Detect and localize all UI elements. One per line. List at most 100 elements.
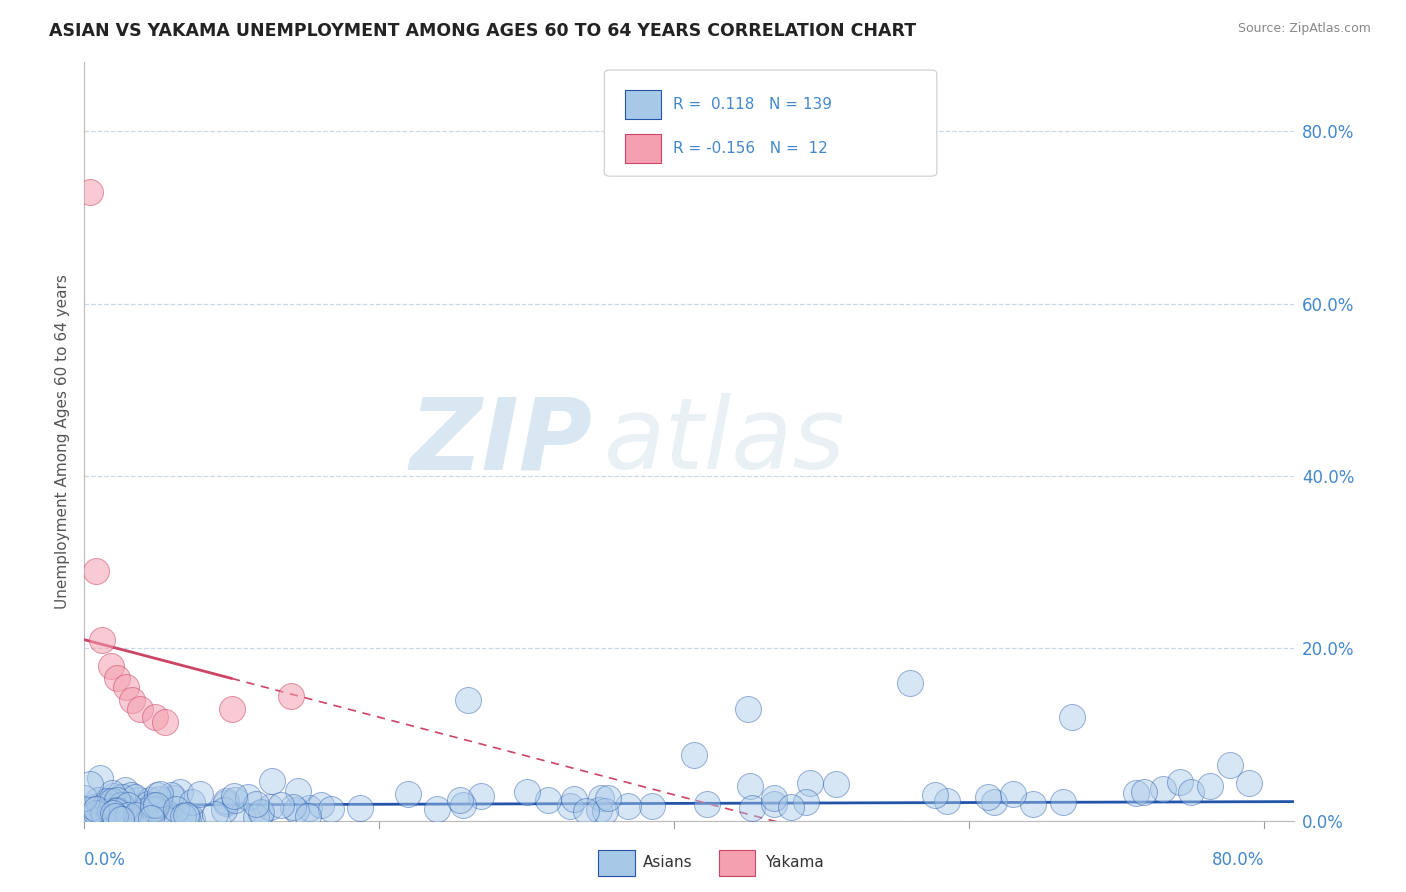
Point bbox=[936, 794, 959, 808]
Point bbox=[136, 797, 159, 812]
Point bbox=[1239, 775, 1261, 789]
Point bbox=[451, 798, 474, 813]
Point bbox=[93, 805, 115, 819]
Point bbox=[215, 794, 238, 808]
Point bbox=[799, 776, 821, 790]
Point bbox=[138, 793, 160, 807]
Point bbox=[696, 797, 718, 812]
Point bbox=[111, 807, 134, 822]
Point bbox=[84, 805, 107, 820]
Point bbox=[118, 810, 141, 824]
Point bbox=[117, 798, 139, 813]
Point bbox=[924, 788, 946, 802]
Y-axis label: Unemployment Among Ages 60 to 64 years: Unemployment Among Ages 60 to 64 years bbox=[55, 274, 70, 609]
Point bbox=[562, 792, 585, 806]
Text: 0.0%: 0.0% bbox=[84, 851, 127, 869]
Point bbox=[280, 689, 302, 703]
Point bbox=[114, 783, 136, 797]
Point bbox=[148, 792, 170, 806]
Point bbox=[110, 812, 132, 826]
Point bbox=[176, 809, 198, 823]
Point bbox=[245, 809, 267, 823]
Point bbox=[260, 774, 283, 789]
Point bbox=[1168, 774, 1191, 789]
Point bbox=[153, 811, 176, 825]
Point bbox=[1219, 758, 1241, 772]
Point bbox=[224, 793, 246, 807]
Point bbox=[283, 800, 305, 814]
Point bbox=[96, 795, 118, 809]
Point bbox=[87, 793, 110, 807]
Point bbox=[73, 791, 96, 805]
Point bbox=[108, 811, 131, 825]
Point bbox=[105, 672, 128, 686]
Point bbox=[231, 807, 253, 822]
Point bbox=[825, 777, 848, 791]
Point bbox=[101, 786, 124, 800]
Point bbox=[89, 772, 111, 786]
Point bbox=[737, 701, 759, 715]
Point bbox=[141, 798, 163, 813]
Point bbox=[104, 805, 127, 819]
Point bbox=[977, 789, 1000, 804]
Point bbox=[104, 809, 127, 823]
Point bbox=[245, 797, 267, 811]
Point bbox=[215, 796, 238, 810]
Point bbox=[1002, 787, 1025, 801]
Point bbox=[221, 701, 243, 715]
Point bbox=[98, 804, 121, 818]
Point bbox=[142, 798, 165, 813]
Point bbox=[155, 805, 177, 820]
Point bbox=[79, 185, 101, 199]
Bar bbox=[720, 850, 755, 876]
Point bbox=[112, 803, 135, 817]
Point bbox=[426, 802, 449, 816]
Bar bbox=[599, 850, 634, 876]
Point bbox=[117, 806, 139, 821]
Point bbox=[683, 748, 706, 763]
Point bbox=[738, 779, 761, 793]
Point bbox=[93, 808, 115, 822]
Point bbox=[172, 809, 194, 823]
Point bbox=[298, 801, 321, 815]
Point bbox=[396, 787, 419, 801]
Point bbox=[77, 810, 100, 824]
Point bbox=[598, 790, 620, 805]
Point bbox=[165, 802, 187, 816]
Point bbox=[457, 693, 479, 707]
Point bbox=[1062, 710, 1084, 724]
Text: Yakama: Yakama bbox=[765, 855, 824, 870]
Text: ZIP: ZIP bbox=[409, 393, 592, 490]
Point bbox=[82, 800, 104, 814]
Point bbox=[249, 805, 271, 819]
Point bbox=[159, 788, 181, 802]
Point bbox=[204, 807, 226, 822]
Point bbox=[103, 805, 125, 820]
Point bbox=[1133, 785, 1156, 799]
Point bbox=[983, 795, 1005, 809]
Point bbox=[100, 800, 122, 814]
Point bbox=[79, 777, 101, 791]
Point bbox=[450, 793, 472, 807]
Point bbox=[110, 798, 132, 813]
Point bbox=[180, 796, 202, 810]
Point bbox=[177, 808, 200, 822]
Point bbox=[349, 801, 371, 815]
Point bbox=[129, 701, 152, 715]
Point bbox=[142, 802, 165, 816]
Point bbox=[588, 803, 610, 817]
Point bbox=[105, 803, 128, 817]
Point bbox=[212, 803, 235, 817]
Point bbox=[120, 788, 142, 802]
Point bbox=[114, 810, 136, 824]
Point bbox=[124, 789, 146, 804]
Point bbox=[259, 800, 281, 814]
Point bbox=[146, 788, 169, 802]
Text: Source: ZipAtlas.com: Source: ZipAtlas.com bbox=[1237, 22, 1371, 36]
Point bbox=[1021, 797, 1043, 811]
Point bbox=[1199, 779, 1222, 793]
Point bbox=[105, 793, 128, 807]
Point bbox=[309, 798, 332, 813]
Point bbox=[104, 812, 127, 826]
Point bbox=[117, 808, 139, 822]
